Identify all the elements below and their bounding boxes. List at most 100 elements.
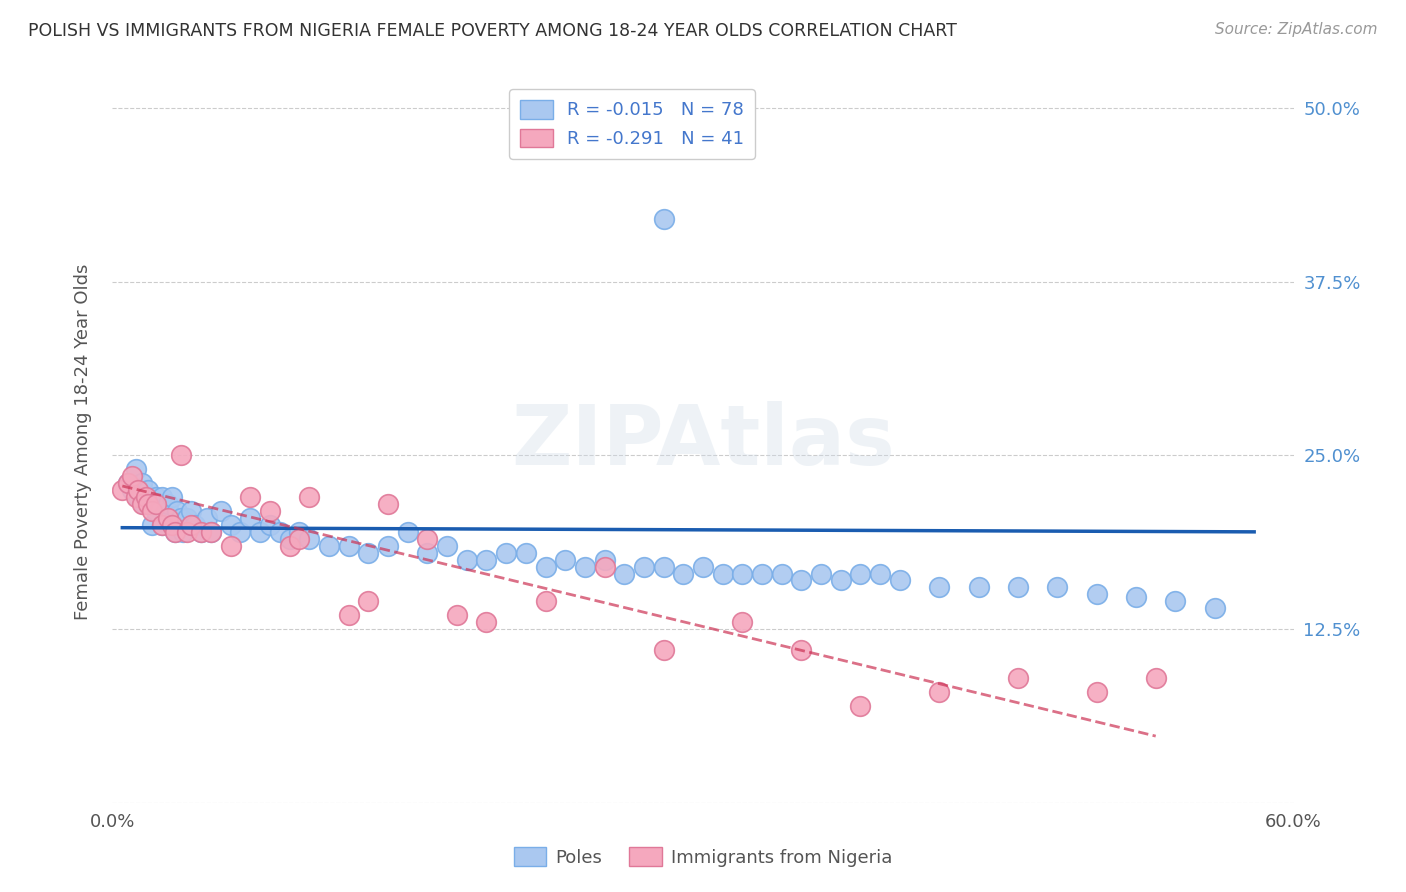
Point: [200, 524, 222, 539]
Point: [593, 552, 616, 566]
Point: [456, 552, 478, 566]
Point: [298, 532, 321, 546]
Point: [928, 581, 950, 595]
Point: [731, 566, 754, 581]
Point: [337, 608, 360, 623]
Point: [145, 490, 167, 504]
Point: [928, 684, 950, 698]
Point: [515, 546, 537, 560]
Point: [377, 497, 399, 511]
Point: [318, 539, 340, 553]
Point: [136, 497, 159, 511]
Legend: R = -0.015   N = 78, R = -0.291   N = 41: R = -0.015 N = 78, R = -0.291 N = 41: [509, 89, 755, 159]
Point: [229, 524, 252, 539]
Point: [156, 511, 179, 525]
Point: [136, 490, 159, 504]
Point: [357, 546, 380, 560]
Point: [377, 539, 399, 553]
Point: [652, 212, 675, 227]
Point: [156, 504, 179, 518]
Text: ZIPAtlas: ZIPAtlas: [510, 401, 896, 482]
Point: [239, 490, 262, 504]
Point: [967, 581, 990, 595]
Point: [298, 490, 321, 504]
Point: [127, 483, 149, 498]
Point: [288, 524, 311, 539]
Point: [1046, 581, 1069, 595]
Point: [790, 643, 813, 657]
Point: [534, 559, 557, 574]
Point: [790, 574, 813, 588]
Legend: Poles, Immigrants from Nigeria: Poles, Immigrants from Nigeria: [506, 840, 900, 874]
Point: [751, 566, 773, 581]
Point: [554, 552, 576, 566]
Point: [849, 698, 872, 713]
Point: [446, 608, 468, 623]
Point: [141, 497, 163, 511]
Point: [239, 511, 262, 525]
Point: [209, 504, 232, 518]
Point: [711, 566, 734, 581]
Point: [131, 476, 153, 491]
Point: [1144, 671, 1167, 685]
Point: [121, 483, 143, 498]
Point: [176, 511, 198, 525]
Point: [269, 524, 291, 539]
Point: [141, 504, 163, 518]
Point: [436, 539, 458, 553]
Point: [1007, 671, 1029, 685]
Y-axis label: Female Poverty Among 18-24 Year Olds: Female Poverty Among 18-24 Year Olds: [73, 263, 91, 620]
Point: [219, 517, 242, 532]
Point: [141, 517, 163, 532]
Point: [849, 566, 872, 581]
Point: [1204, 601, 1226, 615]
Point: [125, 462, 148, 476]
Point: [172, 524, 194, 539]
Point: [117, 476, 139, 491]
Point: [145, 497, 167, 511]
Point: [219, 539, 242, 553]
Point: [125, 490, 148, 504]
Point: [259, 517, 281, 532]
Point: [416, 532, 439, 546]
Point: [127, 490, 149, 504]
Point: [135, 490, 157, 504]
Point: [136, 483, 159, 498]
Point: [145, 504, 167, 518]
Point: [889, 574, 911, 588]
Point: [150, 490, 173, 504]
Point: [259, 504, 281, 518]
Point: [731, 615, 754, 630]
Point: [149, 497, 172, 511]
Point: [156, 497, 179, 511]
Point: [121, 469, 143, 483]
Text: Source: ZipAtlas.com: Source: ZipAtlas.com: [1215, 22, 1378, 37]
Point: [1125, 590, 1147, 604]
Point: [288, 532, 311, 546]
Point: [475, 615, 498, 630]
Point: [150, 517, 173, 532]
Point: [190, 524, 212, 539]
Point: [1164, 594, 1187, 608]
Point: [633, 559, 655, 574]
Point: [830, 574, 852, 588]
Point: [672, 566, 695, 581]
Point: [200, 524, 222, 539]
Point: [132, 497, 155, 511]
Point: [160, 517, 183, 532]
Point: [593, 559, 616, 574]
Point: [1007, 581, 1029, 595]
Point: [190, 524, 212, 539]
Point: [176, 524, 198, 539]
Point: [495, 546, 517, 560]
Point: [170, 449, 193, 463]
Point: [131, 497, 153, 511]
Point: [160, 490, 183, 504]
Point: [195, 511, 218, 525]
Point: [652, 559, 675, 574]
Point: [1085, 587, 1108, 601]
Point: [150, 517, 173, 532]
Point: [117, 476, 139, 491]
Point: [111, 483, 134, 498]
Point: [180, 517, 202, 532]
